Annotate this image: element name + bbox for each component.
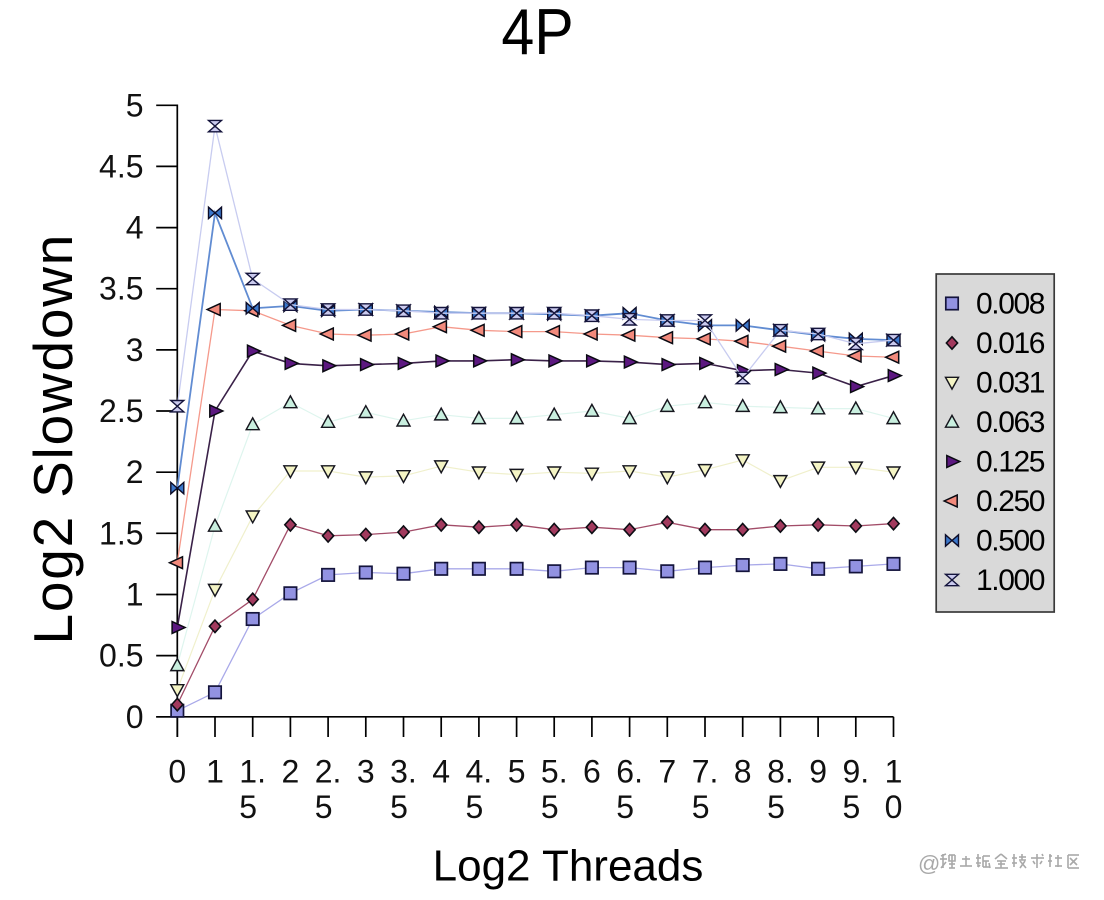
svg-text:0: 0 xyxy=(126,699,144,735)
svg-text:9.5: 9. 5 xyxy=(843,754,870,825)
svg-text:4: 4 xyxy=(432,754,450,790)
svg-text:5.5: 5. 5 xyxy=(541,754,568,825)
svg-text:10: 10 xyxy=(885,754,903,825)
svg-text:0.016: 0.016 xyxy=(976,327,1045,360)
svg-text:0.500: 0.500 xyxy=(976,525,1045,558)
svg-text:9: 9 xyxy=(809,754,827,790)
svg-text:4: 4 xyxy=(126,210,144,246)
svg-text:4.5: 4.5 xyxy=(99,148,143,184)
svg-text:1: 1 xyxy=(126,577,144,613)
svg-text:3.5: 3.5 xyxy=(99,271,143,307)
svg-text:0.063: 0.063 xyxy=(976,406,1045,439)
svg-text:0: 0 xyxy=(168,754,186,790)
svg-text:3: 3 xyxy=(126,332,144,368)
svg-text:6: 6 xyxy=(583,754,601,790)
svg-text:1: 1 xyxy=(206,754,224,790)
svg-text:0.008: 0.008 xyxy=(976,288,1045,321)
svg-text:2.5: 2.5 xyxy=(99,393,143,429)
svg-text:3.5: 3.5 xyxy=(390,754,417,825)
svg-text:7: 7 xyxy=(658,754,676,790)
svg-text:7.5: 7. 5 xyxy=(692,754,719,825)
svg-text:0.5: 0.5 xyxy=(99,638,143,674)
svg-text:0.031: 0.031 xyxy=(976,367,1045,400)
svg-text:8: 8 xyxy=(734,754,752,790)
svg-text:Log2 Slowdown: Log2 Slowdown xyxy=(22,233,84,645)
svg-text:6.5: 6. 5 xyxy=(616,754,643,825)
svg-text:3: 3 xyxy=(357,754,375,790)
svg-text:8.5: 8. 5 xyxy=(767,754,794,825)
svg-text:2: 2 xyxy=(282,754,300,790)
svg-text:4.5: 4.5 xyxy=(466,754,493,825)
svg-text:0.125: 0.125 xyxy=(976,446,1045,479)
svg-text:5: 5 xyxy=(508,754,526,790)
svg-text:0.250: 0.250 xyxy=(976,485,1045,518)
svg-text:2: 2 xyxy=(126,454,144,490)
svg-text:Log2 Threads: Log2 Threads xyxy=(433,842,704,891)
svg-text:1.5: 1.5 xyxy=(99,515,143,551)
svg-text:5: 5 xyxy=(126,87,144,123)
svg-text:2.5: 2.5 xyxy=(315,754,342,825)
svg-text:4P: 4P xyxy=(501,0,573,68)
svg-text:1.5: 1.5 xyxy=(239,754,266,825)
svg-text:@: @ xyxy=(918,851,940,876)
svg-text:1.000: 1.000 xyxy=(976,564,1045,597)
